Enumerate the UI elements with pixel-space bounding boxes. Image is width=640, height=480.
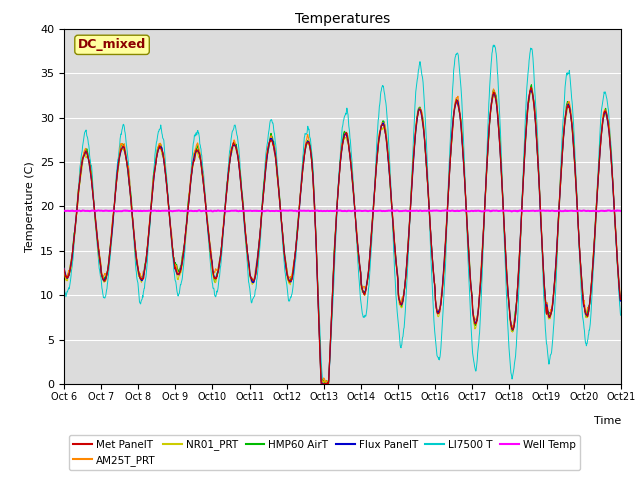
LI7500 T [184, 205, 191, 211]
Flux PanelT [617, 297, 625, 303]
LI7500 T [552, 294, 559, 300]
HMP60 AirT [527, 82, 535, 87]
Line: AM25T_PRT: AM25T_PRT [64, 88, 621, 383]
Well Temp [508, 209, 516, 215]
Met PanelT [184, 210, 191, 216]
Flux PanelT [184, 209, 191, 215]
AM25T_PRT [617, 293, 625, 299]
Met PanelT [60, 266, 68, 272]
LI7500 T [170, 270, 178, 276]
HMP60 AirT [552, 270, 559, 276]
Flux PanelT [429, 265, 437, 271]
Line: Met PanelT: Met PanelT [64, 87, 621, 384]
AM25T_PRT [170, 259, 178, 265]
AM25T_PRT [527, 85, 535, 91]
NR01_PRT [617, 297, 625, 302]
LI7500 T [246, 289, 254, 295]
AM25T_PRT [246, 270, 254, 276]
Text: DC_mixed: DC_mixed [78, 38, 146, 51]
Title: Temperatures: Temperatures [295, 12, 390, 26]
Well Temp [502, 208, 509, 214]
NR01_PRT [429, 267, 437, 273]
NR01_PRT [246, 273, 254, 279]
Met PanelT [429, 266, 437, 272]
NR01_PRT [527, 89, 535, 95]
Met PanelT [318, 381, 326, 387]
HMP60 AirT [246, 274, 254, 279]
Text: Time: Time [593, 416, 621, 426]
NR01_PRT [60, 266, 68, 272]
LI7500 T [617, 312, 625, 318]
Met PanelT [170, 260, 178, 265]
HMP60 AirT [60, 265, 68, 271]
Flux PanelT [170, 261, 178, 266]
AM25T_PRT [184, 204, 191, 210]
Well Temp [552, 208, 559, 214]
Well Temp [617, 208, 625, 214]
Line: LI7500 T: LI7500 T [64, 45, 621, 384]
Well Temp [170, 208, 178, 214]
Line: Flux PanelT: Flux PanelT [64, 90, 621, 384]
Well Temp [60, 208, 68, 214]
Line: Well Temp: Well Temp [64, 210, 621, 212]
LI7500 T [319, 381, 326, 387]
AM25T_PRT [324, 380, 332, 386]
AM25T_PRT [429, 264, 437, 270]
NR01_PRT [170, 260, 178, 266]
LI7500 T [60, 281, 68, 287]
NR01_PRT [502, 260, 509, 265]
Well Temp [184, 208, 191, 214]
NR01_PRT [552, 272, 559, 277]
Flux PanelT [60, 265, 68, 271]
HMP60 AirT [617, 297, 625, 303]
Well Temp [246, 208, 254, 214]
AM25T_PRT [552, 266, 559, 272]
HMP60 AirT [184, 202, 191, 207]
Flux PanelT [552, 267, 559, 273]
Line: HMP60 AirT: HMP60 AirT [64, 84, 621, 384]
NR01_PRT [318, 381, 326, 387]
HMP60 AirT [429, 268, 437, 274]
AM25T_PRT [502, 252, 509, 258]
HMP60 AirT [170, 257, 178, 263]
HMP60 AirT [324, 381, 332, 387]
NR01_PRT [184, 209, 191, 215]
Legend: Met PanelT, AM25T_PRT, NR01_PRT, HMP60 AirT, Flux PanelT, LI7500 T, Well Temp: Met PanelT, AM25T_PRT, NR01_PRT, HMP60 A… [69, 435, 580, 470]
Flux PanelT [502, 258, 509, 264]
Met PanelT [552, 269, 559, 275]
LI7500 T [490, 42, 497, 48]
Well Temp [442, 207, 449, 213]
Line: NR01_PRT: NR01_PRT [64, 92, 621, 384]
Met PanelT [527, 84, 535, 90]
Met PanelT [246, 273, 254, 279]
AM25T_PRT [60, 266, 68, 272]
Flux PanelT [246, 272, 254, 277]
LI7500 T [429, 300, 437, 306]
Y-axis label: Temperature (C): Temperature (C) [24, 161, 35, 252]
Flux PanelT [320, 381, 328, 387]
Met PanelT [617, 296, 625, 301]
Well Temp [429, 208, 436, 214]
Met PanelT [502, 257, 509, 263]
Flux PanelT [527, 87, 535, 93]
HMP60 AirT [502, 255, 509, 261]
LI7500 T [502, 287, 510, 293]
